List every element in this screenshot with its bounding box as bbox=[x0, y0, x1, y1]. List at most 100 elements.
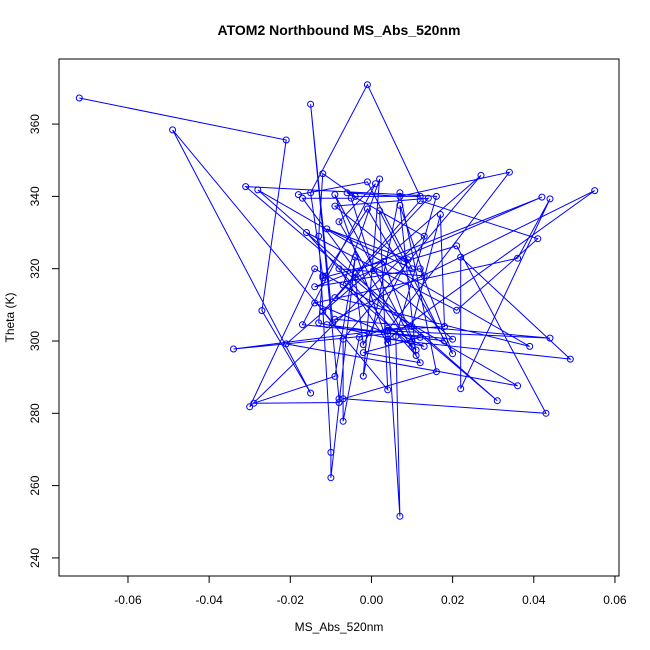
data-point bbox=[514, 382, 522, 390]
data-point bbox=[420, 232, 428, 240]
y-tick-label: 360 bbox=[28, 114, 42, 134]
data-point bbox=[526, 342, 534, 350]
data-point bbox=[384, 339, 392, 347]
x-tick-label: -0.04 bbox=[195, 593, 223, 607]
data-point bbox=[335, 399, 343, 406]
data-point bbox=[355, 333, 363, 341]
data-point bbox=[453, 306, 461, 314]
data-point bbox=[420, 272, 428, 280]
data-point bbox=[307, 100, 315, 108]
x-axis-label: MS_Abs_520nm bbox=[295, 620, 384, 634]
data-point bbox=[169, 126, 177, 134]
y-tick-label: 260 bbox=[28, 475, 42, 495]
x-tick-label: 0.04 bbox=[522, 593, 546, 607]
data-point bbox=[404, 256, 412, 264]
data-point bbox=[299, 321, 306, 329]
data-point bbox=[396, 189, 404, 197]
data-point bbox=[329, 319, 337, 327]
data-point bbox=[335, 265, 343, 273]
chart-title: ATOM2 Northbound MS_Abs_520nm bbox=[218, 22, 461, 38]
data-point bbox=[514, 254, 522, 262]
data-point bbox=[323, 321, 331, 329]
data-point bbox=[591, 187, 599, 195]
x-axis: -0.06 -0.04 -0.02 0.00 0.02 0.04 0.06 bbox=[114, 575, 627, 607]
y-tick-label: 240 bbox=[28, 548, 42, 568]
data-point bbox=[363, 81, 371, 89]
data-point bbox=[457, 385, 465, 393]
data-point bbox=[331, 202, 339, 210]
data-point bbox=[538, 193, 546, 201]
data-point bbox=[311, 265, 319, 273]
data-point bbox=[408, 265, 416, 273]
data-point bbox=[230, 345, 237, 353]
data-point bbox=[254, 186, 262, 194]
data-point bbox=[331, 315, 339, 323]
data-point bbox=[376, 207, 384, 215]
data-point bbox=[380, 258, 388, 265]
data-point bbox=[457, 253, 465, 261]
data-point bbox=[307, 389, 315, 397]
data-point bbox=[424, 194, 432, 202]
data-point bbox=[331, 191, 339, 199]
data-point bbox=[246, 403, 254, 411]
data-point bbox=[396, 192, 404, 200]
data-point bbox=[546, 195, 554, 203]
data-point bbox=[242, 183, 250, 191]
y-tick-label: 280 bbox=[28, 403, 42, 423]
data-point bbox=[323, 225, 331, 233]
data-point bbox=[327, 448, 335, 456]
data-point bbox=[282, 340, 290, 348]
data-point bbox=[408, 337, 416, 345]
data-point bbox=[432, 368, 440, 376]
data-point bbox=[363, 205, 371, 213]
data-point bbox=[250, 399, 258, 407]
data-point bbox=[566, 355, 574, 363]
data-point bbox=[311, 283, 319, 291]
data-point bbox=[327, 474, 335, 482]
data-point bbox=[75, 94, 83, 102]
data-point bbox=[347, 194, 355, 202]
data-point bbox=[416, 192, 424, 200]
data-point bbox=[319, 274, 327, 282]
x-tick-label: 0.00 bbox=[360, 593, 384, 607]
data-point bbox=[311, 299, 319, 307]
data-point bbox=[335, 218, 343, 226]
data-point bbox=[307, 189, 315, 197]
x-tick-label: -0.06 bbox=[114, 593, 142, 607]
data-point bbox=[294, 191, 302, 199]
data-point bbox=[400, 258, 408, 265]
data-point bbox=[441, 337, 448, 345]
data-point bbox=[282, 136, 290, 144]
data-point bbox=[343, 189, 351, 197]
data-point bbox=[449, 350, 457, 358]
y-axis-label: Theta (K) bbox=[3, 292, 17, 342]
data-layer bbox=[75, 81, 599, 520]
data-point bbox=[436, 211, 444, 218]
data-point bbox=[384, 330, 392, 338]
data-point bbox=[351, 253, 359, 261]
data-point bbox=[331, 372, 339, 380]
data-point bbox=[396, 201, 404, 209]
data-point bbox=[384, 327, 392, 335]
data-point bbox=[408, 323, 416, 330]
data-point bbox=[315, 232, 323, 240]
data-point bbox=[416, 333, 424, 341]
data-point bbox=[303, 229, 310, 236]
data-point bbox=[408, 342, 416, 350]
data-point bbox=[339, 335, 347, 343]
data-point bbox=[416, 359, 424, 367]
data-point bbox=[376, 175, 384, 183]
y-tick-label: 320 bbox=[28, 258, 42, 278]
data-point bbox=[339, 417, 347, 425]
data-point bbox=[331, 294, 339, 302]
y-tick-label: 300 bbox=[28, 331, 42, 351]
data-point bbox=[319, 307, 327, 315]
data-point bbox=[546, 334, 554, 342]
y-axis: 240 260 280 300 320 340 360 bbox=[28, 114, 60, 568]
data-point bbox=[384, 335, 392, 343]
data-point bbox=[493, 397, 501, 405]
data-point bbox=[335, 395, 343, 403]
data-point bbox=[416, 197, 424, 205]
data-point bbox=[384, 386, 392, 394]
